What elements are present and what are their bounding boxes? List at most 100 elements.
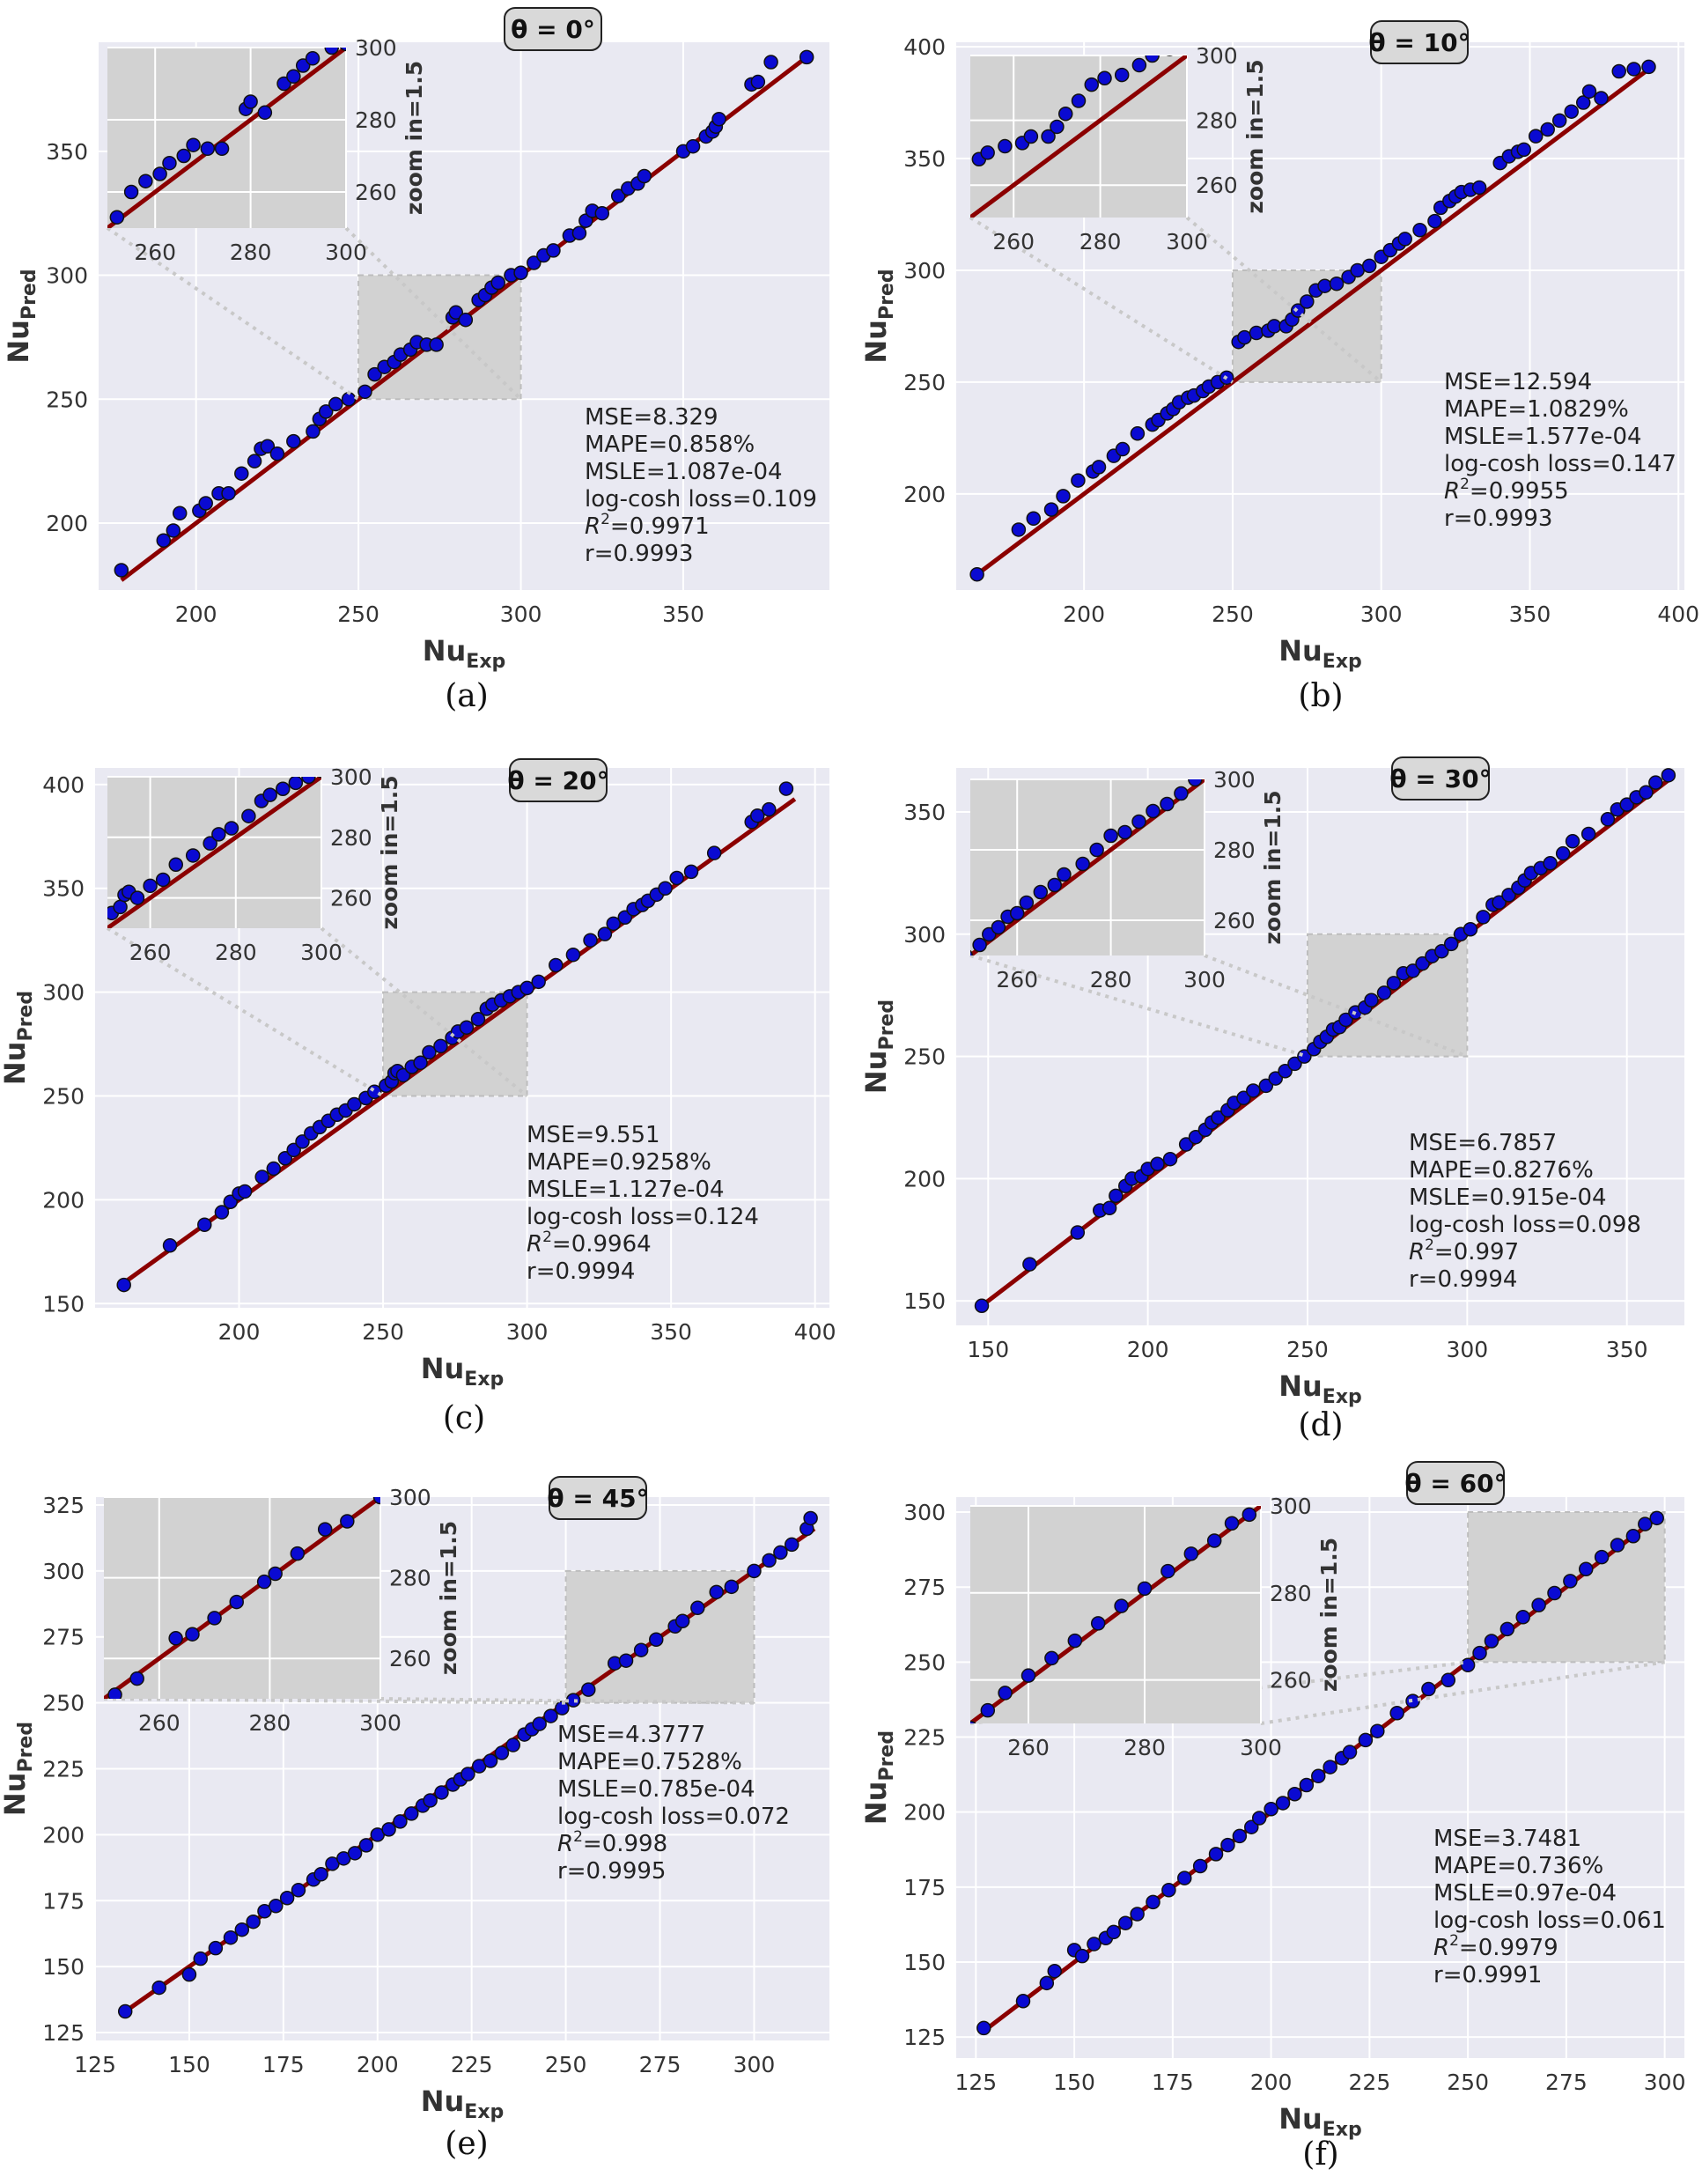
data-point	[1043, 502, 1059, 517]
data-point	[549, 957, 564, 973]
x-tick-label: 275	[639, 2052, 682, 2077]
inset-data-point	[143, 878, 158, 894]
stat-line: log-cosh loss=0.098	[1409, 1212, 1641, 1238]
data-point	[571, 225, 587, 240]
inset-data-point	[185, 1627, 200, 1642]
inset-data-point	[317, 1522, 333, 1537]
data-point	[1648, 775, 1663, 790]
inset-series	[107, 48, 346, 228]
data-point	[1594, 91, 1609, 106]
y-tick-label: 200	[42, 1187, 85, 1213]
data-point	[367, 366, 382, 382]
data-point	[1361, 258, 1377, 274]
inset-data-point	[207, 1611, 222, 1626]
data-point	[1611, 63, 1626, 79]
data-point	[1249, 325, 1264, 341]
panel-caption: (d)	[1298, 1407, 1343, 1443]
stat-line: MSE=12.594	[1444, 369, 1592, 395]
data-point	[193, 1951, 209, 1966]
data-point	[279, 1891, 295, 1906]
inset-data-point	[1071, 93, 1087, 108]
inset-y-tick-label: 260	[389, 1646, 431, 1671]
zoom-connector	[1185, 216, 1382, 384]
data-point	[1638, 1516, 1653, 1531]
x-tick-label: 350	[1509, 601, 1551, 627]
inset-data-point	[1131, 57, 1147, 73]
data-point	[1575, 95, 1591, 110]
inset-data-point	[372, 1497, 380, 1505]
data-point	[709, 1584, 724, 1600]
title-box	[1370, 20, 1469, 64]
chart-title: θ = 60°	[1404, 1469, 1506, 1498]
data-point	[358, 1838, 374, 1853]
data-point	[1317, 278, 1332, 293]
inset-data-point	[290, 1546, 306, 1561]
data-point	[1626, 62, 1641, 77]
data-point	[711, 111, 726, 127]
data-point	[114, 563, 129, 578]
inset-series	[970, 779, 1205, 956]
y-tick-label: 125	[903, 2025, 946, 2050]
data-point	[357, 384, 372, 400]
y-tick-label: 200	[903, 1166, 946, 1192]
y-tick-label: 250	[903, 370, 946, 395]
inset-y-tick-label: 280	[1270, 1581, 1312, 1606]
data-point	[1389, 1706, 1404, 1721]
inset-data-point	[257, 105, 273, 121]
data-point	[974, 1298, 990, 1314]
data-point	[286, 1142, 301, 1158]
inset-y-tick-label: 280	[330, 825, 372, 851]
inset-data-point	[1057, 106, 1073, 122]
data-point	[1178, 1137, 1194, 1152]
inset-data-point	[1075, 856, 1090, 872]
x-tick-label: 175	[1152, 2070, 1194, 2095]
inset-data-point	[129, 1671, 144, 1686]
y-tick-label: 200	[42, 1822, 85, 1848]
inset-data-point	[229, 1594, 244, 1610]
inset-data-point	[1090, 1616, 1106, 1631]
data-point	[1625, 1529, 1641, 1544]
inset-y-tick-label: 260	[1196, 173, 1238, 198]
y-axis-label: NuPred	[0, 1722, 37, 1816]
data-point	[1565, 834, 1580, 849]
x-tick-label: 250	[1212, 601, 1254, 627]
stat-line: R2=0.9964	[527, 1228, 652, 1258]
data-point	[1649, 1510, 1664, 1526]
data-point	[181, 1966, 197, 1982]
data-point	[784, 1537, 799, 1553]
inset-data-point	[185, 848, 201, 863]
data-point	[1290, 303, 1306, 318]
data-point	[1208, 1847, 1224, 1862]
inset-series	[970, 1506, 1261, 1723]
x-tick-label: 300	[733, 2052, 776, 2077]
data-point	[1578, 1561, 1594, 1577]
data-point	[1130, 1907, 1145, 1922]
data-point	[423, 1793, 438, 1808]
data-point	[1405, 1693, 1420, 1708]
x-axis-label: NuExp	[421, 2084, 505, 2123]
data-point	[1463, 921, 1478, 937]
chart-panel-6: 125 150 175 200 225 250 275 300 125 150 175 200 225 2…	[859, 1461, 1686, 2173]
data-point	[221, 485, 236, 501]
stat-line: MSE=8.329	[585, 404, 718, 431]
y-tick-label: 150	[903, 1950, 946, 1975]
zoom-connector	[320, 926, 528, 1098]
inset-y-tick-label: 260	[330, 886, 372, 911]
stat-line: log-cosh loss=0.109	[585, 486, 817, 513]
data-point	[1287, 1786, 1302, 1802]
inset-data-point	[1114, 67, 1130, 83]
main-series	[117, 1510, 818, 2019]
data-point	[208, 1940, 224, 1956]
data-point	[1177, 1870, 1192, 1885]
inset-series	[104, 1497, 380, 1699]
zoom-connector	[106, 926, 385, 1098]
data-point	[633, 1642, 649, 1657]
data-point	[1580, 826, 1596, 842]
data-point	[1386, 976, 1402, 991]
data-point	[1115, 441, 1131, 457]
inset-x-tick-label: 280	[1090, 967, 1132, 992]
x-tick-label: 125	[954, 2070, 997, 2095]
inset-data-point	[200, 141, 216, 157]
data-point	[1246, 1083, 1261, 1098]
